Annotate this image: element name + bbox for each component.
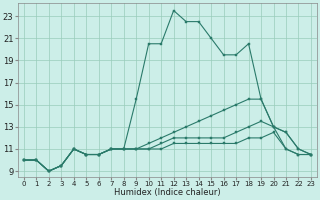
X-axis label: Humidex (Indice chaleur): Humidex (Indice chaleur) xyxy=(114,188,221,197)
